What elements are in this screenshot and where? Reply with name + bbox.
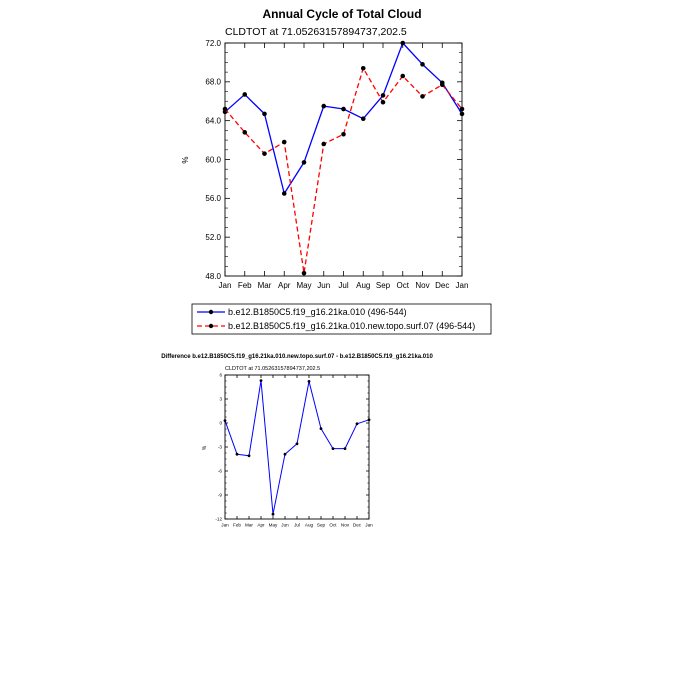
chart1-series2-point [400,73,406,79]
chart1-ylabel: % [181,156,190,163]
chart1-series2-line [224,67,463,274]
chart1-series1-point [380,93,386,98]
chart1-xtick-label: Jan [219,281,232,290]
chart2-subtitle: CLDTOT at 71.05263157894737,202.5 [225,366,320,372]
chart1-series2-point [321,141,327,147]
chart1-xtick-label: Jan [456,281,469,290]
legend-box [191,303,492,335]
chart1-series1-point [459,111,465,117]
chart1-ytick-label: 64.0 [205,116,221,125]
chart1-xtick-label: Oct [397,281,410,290]
chart1-xtick-label: Aug [356,281,370,290]
legend-series1-marker [208,309,214,315]
chart2-ytick-label: -3 [218,445,223,450]
chart1-series1-point [360,116,366,122]
chart2-series1-point [259,379,263,382]
chart2-series1-point [235,452,239,456]
legend-series1-label: b.e12.B1850C5.f19_g16.21ka.010 (496-544) [228,307,407,317]
chart1-series2-point [420,94,425,99]
chart1-series1-point [400,40,406,46]
chart1-subtitle: CLDTOT at 71.05263157894737,202.5 [225,26,407,38]
chart2-series1-point [271,512,275,516]
chart1-series2-point [360,65,366,71]
chart2-ytick-label: -12 [215,517,222,522]
chart1-series1-point [420,62,425,67]
chart1-xtick-label: Dec [435,281,449,290]
chart2-xtick-label: Jul [294,523,300,528]
chart2-title: Difference b.e12.B1850C5.f19_g16.21ka.01… [161,354,433,360]
chart2-xtick-label: Mar [245,523,253,528]
chart2-xtick-label: Apr [257,523,265,528]
chart2-xtick-label: Jan [221,523,229,528]
chart2-series1-point [283,452,287,456]
chart1-ytick-label: 60.0 [205,155,221,164]
chart1-xtick-label: Jul [338,281,348,290]
chart1-series2-point [341,131,346,137]
chart1-series1-point [321,103,327,109]
chart1-xtick-label: Sep [376,281,391,290]
chart1-xtick-label: May [296,281,311,290]
chart1-series2-point [281,139,287,145]
chart2-xtick-label: Dec [353,523,362,528]
chart1-ytick-label: 56.0 [205,194,221,203]
chart2-series1-point [319,427,323,430]
chart2-series1-point [343,447,347,450]
chart1-series1-line [224,42,463,195]
chart2-series1-point [355,422,359,426]
chart1-series1-point [242,92,248,97]
chart1-series2-point [262,151,267,156]
chart2-ylabel: % [202,445,208,450]
chart1-series2-point [301,270,307,276]
chart2-xtick-label: Oct [329,523,337,528]
chart2-ytick-label: -9 [218,493,223,498]
plot-layer: 48.0 52.0 56.0 60.0 64.0 68.0 72.0 Jan Feb Mar Apr… [205,39,468,528]
chart1-series2-point [380,99,386,105]
legend-series2-label: b.e12.B1850C5.f19_g16.21ka.010.new.topo.… [228,321,475,331]
chart2-ytick-label: 3 [219,397,222,402]
chart2-series1-line [224,380,370,515]
chart1-ytick-label: 72.0 [205,39,221,48]
chart1-ytick-label: 48.0 [205,272,221,281]
chart2-series1-point [295,442,299,446]
chart1-series1-point [341,106,346,112]
chart1-ytick-label: 52.0 [205,233,221,242]
legend-series2-marker [208,323,214,329]
chart1-title: Annual Cycle of Total Cloud [262,7,421,21]
chart2-xtick-label: May [269,523,278,528]
chart2-series1-point [367,418,371,422]
chart2-ytick-label: 6 [219,373,222,378]
chart1-series2-point [242,130,248,135]
chart1-series2-point [439,82,445,88]
chart2-series1-point [307,380,311,383]
chart2-xtick-label: Aug [305,523,314,528]
chart1-xtick-label: Apr [278,281,291,290]
chart1-xtick-label: Jun [317,281,330,290]
chart2-xtick-label: Jan [365,523,373,528]
chart1-legend: b.e12.B1850C5.f19_g16.21ka.010 (496-544)… [191,303,492,335]
chart1-series2-point [222,106,228,112]
chart2-series1-point [331,447,335,450]
chart1-plot-frame [224,42,463,277]
chart1-xtick-label: Feb [238,281,252,290]
chart2-ytick-label: -6 [218,469,223,474]
chart1-series1-point [301,160,307,165]
chart2-series1-point [247,454,251,458]
chart1-series1-point [262,111,267,117]
chart1-series2-point [459,106,465,112]
chart2-xtick-label: Feb [233,523,241,528]
chart2-xtick-label: Nov [341,523,350,528]
chart2-plot-frame [224,374,370,520]
chart2-series1-point [223,419,227,422]
chart1-xtick-label: Nov [415,281,429,290]
chart2-ytick-label: 0 [219,421,222,426]
chart2-xtick-label: Sep [317,523,326,528]
chart1-series1-point [281,191,287,196]
chart1-ytick-label: 68.0 [205,78,221,87]
chart2-xtick-label: Jun [281,523,289,528]
chart1-xtick-label: Mar [258,281,272,290]
